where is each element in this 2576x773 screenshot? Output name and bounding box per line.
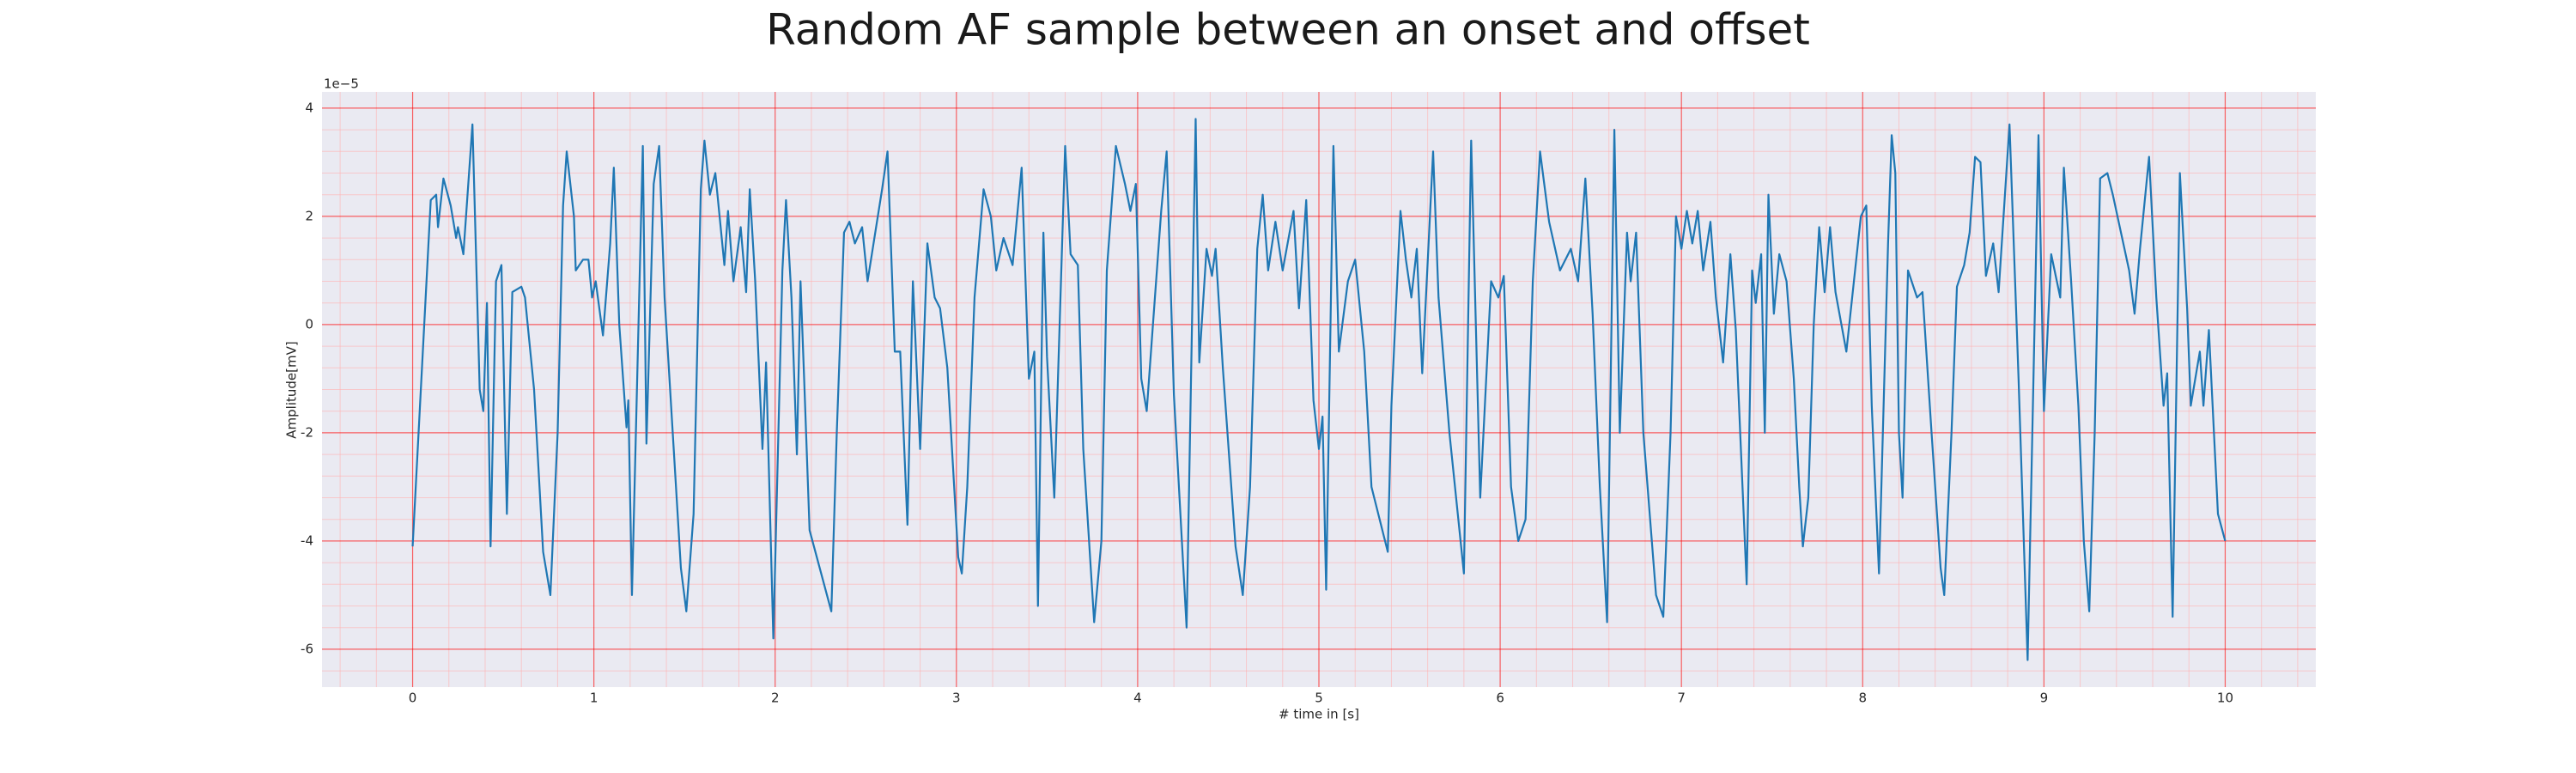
y-tick-label: -6 xyxy=(301,641,313,656)
y-axis-label: Amplitude[mV] xyxy=(284,341,300,438)
x-tick-label: 4 xyxy=(1133,691,1142,706)
x-tick-label: 6 xyxy=(1496,691,1504,706)
x-tick-label: 0 xyxy=(409,691,417,706)
x-tick-label: 9 xyxy=(2040,691,2049,706)
y-tick-label: -4 xyxy=(301,533,313,548)
y-tick-label: 0 xyxy=(305,316,313,332)
x-tick-label: 8 xyxy=(1858,691,1867,706)
y-tick-label: -2 xyxy=(301,424,313,440)
x-tick-label: 7 xyxy=(1677,691,1686,706)
signal-line xyxy=(411,118,2227,661)
y-offset-label: 1e−5 xyxy=(324,76,359,92)
x-tick-label: 3 xyxy=(952,691,961,706)
x-tick-label: 1 xyxy=(590,691,598,706)
y-tick-label: 2 xyxy=(305,208,313,223)
chart-title: Random AF sample between an onset and of… xyxy=(766,5,1810,55)
x-tick-label: 5 xyxy=(1315,691,1323,706)
x-tick-label: 10 xyxy=(2217,691,2233,706)
x-axis-label: # time in [s] xyxy=(1279,707,1359,722)
x-tick-label: 2 xyxy=(771,691,780,706)
y-tick-label: 4 xyxy=(305,100,313,115)
